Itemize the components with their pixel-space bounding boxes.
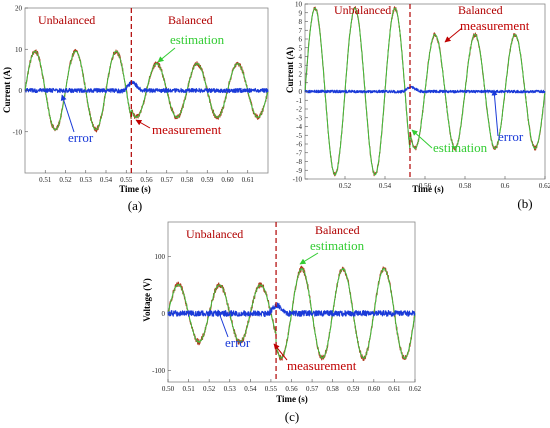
annotation-measurement-arrow bbox=[273, 343, 288, 361]
panel-label-b: (b) bbox=[517, 196, 532, 211]
y-tick-label: -6 bbox=[296, 141, 302, 149]
y-tick-label: 0 bbox=[299, 88, 303, 96]
x-tick-label: 0.55 bbox=[120, 176, 133, 184]
y-tick-label: 3 bbox=[299, 62, 303, 70]
y-axis-title: Current (A) bbox=[2, 67, 12, 113]
y-tick-label: -10 bbox=[13, 128, 23, 136]
annotation-measurement-arrow bbox=[135, 119, 151, 129]
y-tick-label: 0 bbox=[19, 87, 23, 95]
annotation-error-arrow bbox=[60, 94, 75, 133]
y-tick-label: 9 bbox=[299, 9, 303, 17]
y-tick-label: -5 bbox=[296, 132, 302, 140]
x-tick-label: 0.52 bbox=[339, 182, 352, 190]
chart-panel-c: Unbalanced Balanced 0.50 0.51 0.52 0.53 0.54… bbox=[142, 221, 422, 424]
x-axis-title: Time (s) bbox=[119, 184, 151, 194]
y-tick-label: 10 bbox=[15, 46, 23, 54]
y-tick-label: 0 bbox=[162, 310, 166, 318]
panel-label-c: (c) bbox=[285, 409, 299, 424]
y-tick-label: 5 bbox=[299, 44, 303, 52]
annotation-estimation-arrow bbox=[299, 252, 319, 265]
panel-label-a: (a) bbox=[128, 198, 142, 213]
x-tick-label: 0.54 bbox=[100, 176, 113, 184]
y-tick-label: 20 bbox=[15, 5, 23, 13]
region-label-unbalanced: Unbalanced bbox=[186, 227, 243, 241]
y-tick-label: -7 bbox=[296, 149, 302, 157]
y-tick-label: -1 bbox=[296, 97, 302, 105]
annotation-estimation-arrow bbox=[157, 47, 176, 63]
annotation-measurement-arrow bbox=[444, 27, 463, 43]
y-tick-label: -100 bbox=[152, 367, 165, 375]
x-tick-label: 0.58 bbox=[327, 385, 340, 393]
x-tick-label: 0.62 bbox=[539, 182, 550, 190]
plot-frame bbox=[167, 221, 416, 383]
y-tick-label: 1 bbox=[299, 79, 303, 87]
x-tick-label: 0.54 bbox=[244, 385, 257, 393]
annotation-estimation: estimation bbox=[310, 238, 365, 253]
x-tick-label: 0.6 bbox=[501, 182, 510, 190]
y-tick-label: -3 bbox=[296, 114, 302, 122]
annotation-measurement: measurement bbox=[152, 122, 222, 137]
x-tick-label: 0.53 bbox=[80, 176, 93, 184]
y-tick-label: -10 bbox=[293, 176, 303, 184]
annotation-estimation: estimation bbox=[433, 140, 488, 155]
x-axis-title: Time (s) bbox=[412, 184, 444, 194]
region-label-balanced: Balanced bbox=[168, 13, 213, 27]
y-tick-label: 7 bbox=[299, 27, 303, 35]
annotation-measurement: measurement bbox=[287, 358, 357, 373]
x-tick-label: 0.57 bbox=[161, 176, 174, 184]
series-error bbox=[24, 80, 269, 94]
chart-panel-a: Unbalanced Balanced 0.51 0.52 0.53 0.54 0.55… bbox=[2, 5, 269, 213]
annotation-error-arrow bbox=[217, 309, 229, 338]
x-tick-label: 0.50 bbox=[162, 385, 175, 393]
x-tick-label: 0.56 bbox=[285, 385, 298, 393]
x-tick-label: 0.53 bbox=[224, 385, 237, 393]
annotation-estimation-arrow bbox=[411, 129, 433, 149]
x-tick-label: 0.51 bbox=[39, 176, 52, 184]
x-tick-label: 0.55 bbox=[265, 385, 278, 393]
x-tick-label: 0.59 bbox=[201, 176, 214, 184]
chart-panel-b: Unbalanced Balanced 0.52 0.54 0.56 0.58 0.6 0… bbox=[285, 1, 550, 212]
region-label-balanced: Balanced bbox=[458, 3, 503, 17]
x-tick-label: 0.62 bbox=[409, 385, 422, 393]
annotation-error: error bbox=[498, 129, 524, 144]
annotation-estimation: estimation bbox=[170, 32, 225, 47]
y-tick-label: 8 bbox=[299, 18, 303, 26]
x-tick-label: 0.56 bbox=[419, 182, 432, 190]
y-tick-label: 2 bbox=[299, 71, 303, 79]
x-tick-label: 0.61 bbox=[388, 385, 401, 393]
y-tick-label: 10 bbox=[295, 1, 303, 9]
x-tick-label: 0.52 bbox=[59, 176, 72, 184]
y-axis-title: Voltage (V) bbox=[142, 278, 152, 321]
series-error bbox=[304, 85, 546, 94]
y-tick-label: -2 bbox=[296, 106, 302, 114]
region-label-unbalanced: Unbalanced bbox=[38, 13, 95, 27]
annotation-error: error bbox=[225, 335, 251, 350]
y-axis-title: Current (A) bbox=[285, 47, 295, 93]
annotation-error: error bbox=[68, 130, 94, 145]
x-tick-label: 0.52 bbox=[203, 385, 216, 393]
y-tick-label: -4 bbox=[296, 123, 302, 131]
series-error bbox=[167, 302, 416, 317]
y-tick-label: 4 bbox=[299, 53, 303, 61]
y-tick-label: 6 bbox=[299, 36, 303, 44]
y-tick-label: -9 bbox=[296, 167, 302, 175]
x-tick-label: 0.60 bbox=[368, 385, 381, 393]
x-tick-label: 0.60 bbox=[221, 176, 234, 184]
x-axis-title: Time (s) bbox=[276, 394, 308, 404]
y-tick-label: -8 bbox=[296, 158, 302, 166]
x-tick-label: 0.59 bbox=[347, 385, 360, 393]
x-tick-label: 0.56 bbox=[140, 176, 153, 184]
x-tick-label: 0.51 bbox=[182, 385, 195, 393]
y-tick-label: 100 bbox=[155, 253, 166, 261]
x-tick-label: 0.57 bbox=[306, 385, 319, 393]
region-label-unbalanced: Unbalanced bbox=[334, 3, 391, 17]
x-tick-label: 0.61 bbox=[242, 176, 255, 184]
x-tick-label: 0.54 bbox=[379, 182, 392, 190]
x-tick-label: 0.58 bbox=[459, 182, 472, 190]
region-label-balanced: Balanced bbox=[315, 223, 360, 237]
annotation-error-arrow bbox=[491, 89, 499, 137]
annotation-measurement: measurement bbox=[460, 18, 530, 33]
x-tick-label: 0.58 bbox=[181, 176, 194, 184]
